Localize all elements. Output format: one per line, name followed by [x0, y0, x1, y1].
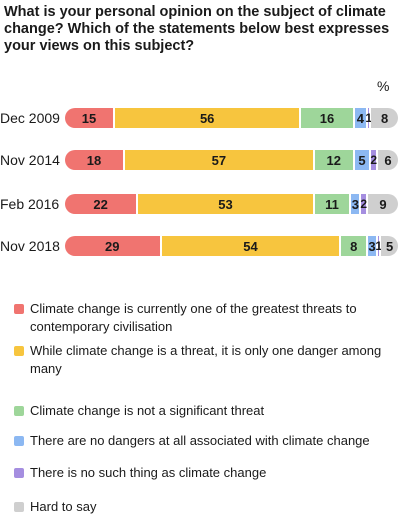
legend-label: Hard to say: [30, 499, 97, 514]
data-label: 5: [386, 238, 394, 254]
bar-segment: 29: [65, 236, 162, 256]
data-label: 11: [325, 196, 339, 212]
data-label: 1: [365, 111, 372, 125]
bar-segment: 15: [65, 108, 115, 128]
bar-segment: 53: [138, 194, 315, 214]
stacked-bar: 15 56 16 4 1 8: [65, 108, 398, 128]
bar-segment: 5: [354, 150, 372, 170]
data-label: 3: [351, 196, 359, 212]
legend-swatch: [14, 502, 24, 512]
bar-segment: 2: [360, 194, 368, 214]
bar-segment: 2: [370, 150, 378, 170]
legend-swatch: [14, 406, 24, 416]
bar-segment: 16: [301, 108, 355, 128]
data-label: 15: [81, 110, 97, 126]
data-label: 54: [243, 238, 258, 254]
stacked-bar: 29 54 8 3 1 5: [65, 236, 398, 256]
legend-swatch: [14, 346, 24, 356]
data-label: 18: [86, 152, 102, 168]
data-label: 2: [370, 153, 377, 167]
bar-segment: 11: [314, 194, 352, 214]
data-label: 29: [105, 238, 120, 254]
bar-segment: 5: [381, 236, 398, 256]
bar-segment: 8: [371, 108, 398, 128]
data-label: 6: [384, 152, 392, 168]
bar-segment: 22: [65, 194, 139, 214]
bar-segment: 3: [351, 194, 362, 214]
row-label: Feb 2016: [0, 196, 60, 212]
data-label: 57: [211, 152, 227, 168]
data-label: 2: [360, 197, 368, 211]
legend-label: Climate change is not a significant thre…: [30, 403, 265, 418]
data-label: 1: [375, 239, 382, 253]
bar-segment: 54: [161, 236, 342, 256]
bar-segment: 12: [314, 150, 355, 170]
stacked-bar: 22 53 11 3 2 9: [65, 194, 398, 214]
legend-label: While climate change is a threat, it is …: [30, 343, 382, 376]
data-label: 53: [218, 196, 233, 212]
row-label: Dec 2009: [0, 110, 60, 126]
data-label: 16: [319, 110, 335, 126]
data-label: 9: [379, 196, 387, 212]
bar-segment: 6: [377, 150, 398, 170]
bar-segment: 18: [65, 150, 125, 170]
bar-segment: 56: [114, 108, 302, 128]
legend-label: Climate change is currently one of the g…: [30, 301, 357, 334]
legend-label: There are no dangers at all associated w…: [30, 433, 370, 448]
legend-swatch: [14, 436, 24, 446]
bar-segment: 3: [368, 236, 378, 256]
bar-segment: 8: [341, 236, 368, 256]
bar-segment: 1: [365, 108, 372, 128]
stacked-bar: 18 57 12 5 2 6: [65, 150, 398, 170]
bar-segment: 57: [124, 150, 315, 170]
legend-swatch: [14, 468, 24, 478]
data-label: 56: [199, 110, 215, 126]
row-label: Nov 2018: [0, 238, 60, 254]
data-label: 5: [358, 152, 366, 168]
data-label: 22: [93, 196, 108, 212]
data-label: 8: [381, 110, 389, 126]
legend-label: There is no such thing as climate change: [30, 465, 267, 480]
data-label: 12: [326, 152, 341, 168]
row-label: Nov 2014: [0, 152, 60, 168]
bar-segment: 4: [354, 108, 368, 128]
chart-title: What is your personal opinion on the sub…: [4, 4, 390, 54]
data-label: 4: [356, 110, 364, 126]
data-label: 8: [350, 238, 358, 254]
unit-label: %: [377, 78, 390, 94]
bar-segment: 9: [368, 194, 398, 214]
data-label: 3: [368, 238, 376, 254]
legend-swatch: [14, 304, 24, 314]
bar-segment: 1: [375, 236, 382, 256]
